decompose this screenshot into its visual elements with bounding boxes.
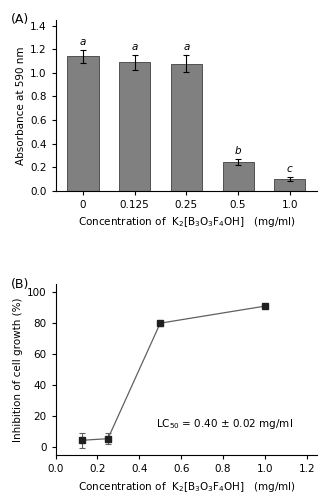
- Bar: [67, 56, 98, 190]
- Text: a: a: [183, 42, 190, 52]
- Text: $\mathrm{LC_{50}}$ = 0.40 ± 0.02 mg/ml: $\mathrm{LC_{50}}$ = 0.40 ± 0.02 mg/ml: [156, 417, 293, 431]
- X-axis label: Concentration of  $\mathrm{K_2[B_3O_3F_4OH]}$   (mg/ml): Concentration of $\mathrm{K_2[B_3O_3F_4O…: [77, 215, 295, 229]
- Text: (B): (B): [11, 278, 29, 290]
- Bar: [119, 62, 150, 190]
- Bar: [171, 64, 202, 190]
- Text: c: c: [287, 164, 293, 174]
- Text: a: a: [131, 42, 138, 52]
- Text: (A): (A): [11, 13, 29, 26]
- Y-axis label: Absorbance at 590 nm: Absorbance at 590 nm: [16, 46, 26, 164]
- Text: b: b: [235, 146, 241, 156]
- Y-axis label: Inhibition of cell growth (%): Inhibition of cell growth (%): [13, 298, 23, 442]
- Text: a: a: [80, 38, 86, 48]
- Bar: [274, 179, 305, 190]
- X-axis label: Concentration of  $\mathrm{K_2[B_3O_3F_4OH]}$   (mg/ml): Concentration of $\mathrm{K_2[B_3O_3F_4O…: [77, 480, 295, 494]
- Bar: [223, 162, 254, 190]
